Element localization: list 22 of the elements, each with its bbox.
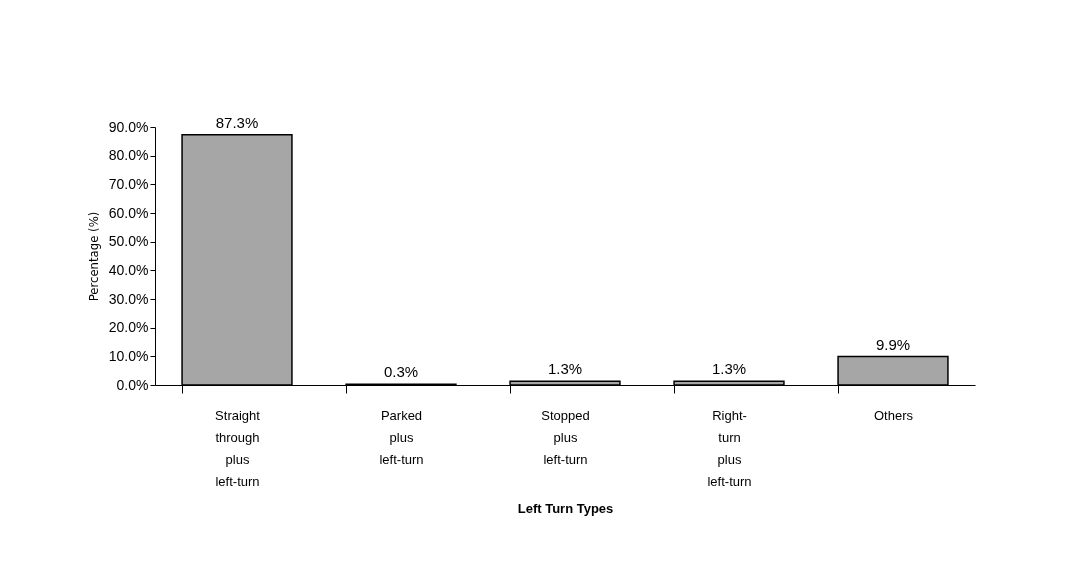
y-tick-label: 90.0% xyxy=(108,118,149,135)
y-tick-label: 70.0% xyxy=(108,175,149,192)
y-tick-label: 30.0% xyxy=(108,290,149,307)
data-label: 9.9% xyxy=(875,335,911,353)
x-axis-title: Left Turn Types xyxy=(517,500,614,516)
data-label: 1.3% xyxy=(711,360,747,378)
x-tick-label: Stopped plus left-turn xyxy=(541,407,590,467)
y-tick-label: 80.0% xyxy=(108,147,149,164)
x-tick-label: Straight through plus left-turn xyxy=(215,407,261,489)
y-tick-label: 20.0% xyxy=(108,319,149,336)
y-tick-label: 10.0% xyxy=(108,347,149,364)
y-tick-label: 0.0% xyxy=(116,376,149,393)
y-axis-title: Percentage (%) xyxy=(85,211,101,302)
data-label: 1.3% xyxy=(547,360,583,378)
data-label: 0.3% xyxy=(383,363,419,381)
x-tick-label: Others xyxy=(873,407,914,423)
y-tick-label: 50.0% xyxy=(108,233,149,250)
y-tick-label: 60.0% xyxy=(108,204,149,221)
x-tick-label: Parked plus left-turn xyxy=(379,407,424,467)
data-label: 87.3% xyxy=(215,113,259,131)
y-tick-label: 40.0% xyxy=(108,261,149,278)
x-tick-label: Right- turn plus left-turn xyxy=(707,407,752,489)
